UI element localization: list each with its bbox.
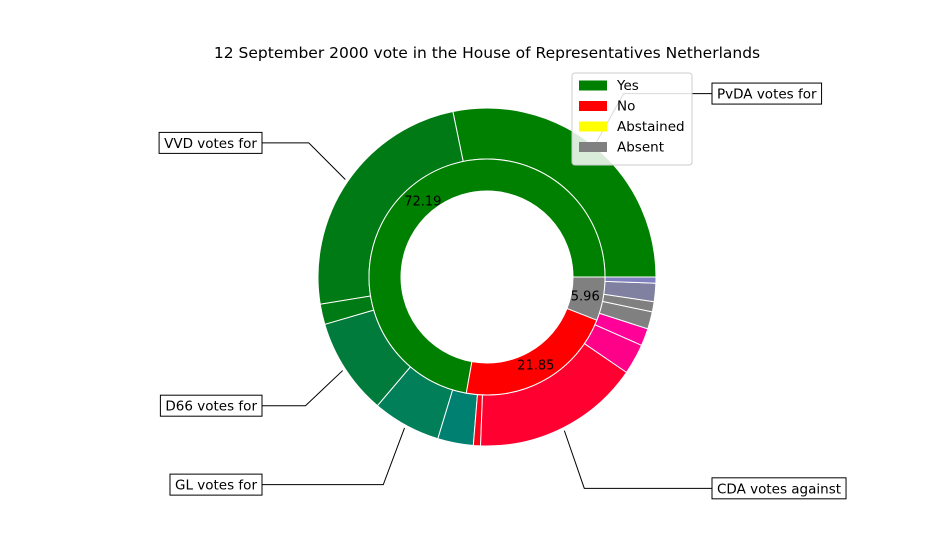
legend-swatch-abstained — [579, 121, 607, 132]
chart-title: 12 September 2000 vote in the House of R… — [214, 44, 760, 62]
callout-label: VVD votes for — [164, 136, 257, 152]
legend-label-absent: Absent — [617, 140, 664, 156]
callout-label: D66 votes for — [165, 399, 257, 415]
legend-swatch-no — [579, 101, 607, 111]
pct-label-absent: 5.96 — [571, 290, 600, 305]
inner-ring — [368, 158, 606, 396]
callout-box — [711, 82, 823, 105]
inner-wedge-absent — [566, 276, 606, 321]
callout-leader — [262, 427, 405, 486]
callout-box — [711, 477, 847, 500]
callout-leader — [262, 142, 346, 180]
callouts: PvDA votes for VVD votes for D66 votes for… — [158, 82, 847, 500]
legend-label-abstained: Abstained — [617, 119, 685, 135]
legend-label-no: No — [617, 99, 635, 115]
callout-box — [159, 394, 263, 417]
legend: Yes No Abstained Absent — [571, 72, 693, 166]
percentage-labels: 72.19 21.85 5.96 — [404, 194, 600, 373]
callout-box — [169, 473, 263, 496]
callout-label: PvDA votes for — [717, 87, 817, 103]
legend-label-yes: Yes — [616, 78, 639, 94]
inner-wedge-yes — [368, 158, 606, 394]
pct-label-no: 21.85 — [517, 358, 554, 373]
callout-box — [158, 131, 263, 154]
legend-swatch-absent — [579, 142, 607, 152]
callout-leader — [262, 370, 344, 407]
callout-leader — [563, 430, 712, 489]
callout-label: GL votes for — [175, 478, 257, 494]
callout-label: CDA votes against — [717, 481, 841, 497]
pct-label-yes: 72.19 — [404, 194, 441, 209]
legend-swatch-yes — [579, 80, 607, 91]
